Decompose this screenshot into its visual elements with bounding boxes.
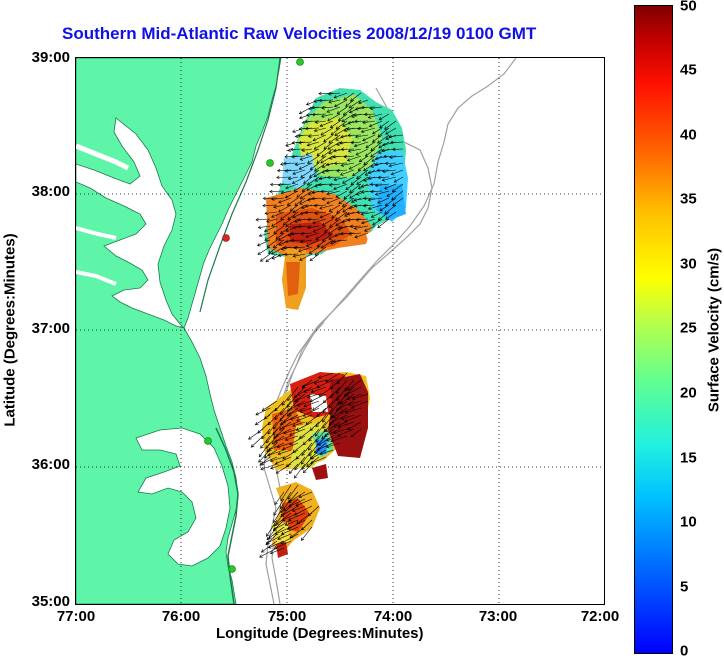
y-tick-label: 38:00 bbox=[32, 183, 70, 200]
velocity-patch bbox=[328, 374, 368, 458]
colorbar-tick-label: 50 bbox=[680, 0, 697, 15]
x-tick-label: 72:00 bbox=[581, 608, 619, 625]
map-plot-area bbox=[75, 57, 605, 605]
x-tick-label: 75:00 bbox=[268, 608, 306, 625]
x-tick-label: 77:00 bbox=[57, 608, 95, 625]
map-title: Southern Mid-Atlantic Raw Velocities 200… bbox=[62, 24, 536, 44]
radar-station bbox=[229, 566, 236, 573]
colorbar-tick-label: 40 bbox=[680, 127, 697, 144]
colorbar bbox=[634, 5, 673, 654]
colorbar-tick-label: 20 bbox=[680, 385, 697, 402]
velocity-patch bbox=[312, 464, 328, 480]
x-tick-label: 74:00 bbox=[374, 608, 412, 625]
velocity-patch bbox=[286, 262, 300, 296]
colorbar-tick-label: 5 bbox=[680, 579, 688, 596]
land-region bbox=[76, 58, 281, 604]
velocity-field-south bbox=[262, 372, 370, 558]
x-tick-label: 73:00 bbox=[479, 608, 517, 625]
y-tick-label: 37:00 bbox=[32, 320, 70, 337]
colorbar-tick-label: 45 bbox=[680, 62, 697, 79]
radar-station bbox=[297, 59, 304, 66]
map-canvas bbox=[76, 58, 604, 604]
radar-station bbox=[205, 438, 212, 445]
x-tick-label: 76:00 bbox=[162, 608, 200, 625]
radar-station bbox=[223, 235, 230, 242]
velocity-arrow bbox=[260, 548, 277, 557]
colorbar-tick-label: 10 bbox=[680, 514, 697, 531]
velocity-arrow bbox=[266, 254, 277, 262]
radar-station bbox=[267, 160, 274, 167]
colorbar-label: Surface Velocity (cm/s) bbox=[706, 248, 723, 412]
y-tick-label: 36:00 bbox=[32, 456, 70, 473]
velocity-patch bbox=[276, 542, 288, 558]
colorbar-tick-label: 35 bbox=[680, 191, 697, 208]
colorbar-tick-label: 30 bbox=[680, 256, 697, 273]
y-axis-label: Latitude (Degrees:Minutes) bbox=[2, 233, 19, 426]
colorbar-tick-label: 15 bbox=[680, 450, 697, 467]
y-tick-label: 39:00 bbox=[32, 49, 70, 66]
colorbar-tick-label: 25 bbox=[680, 320, 697, 337]
colorbar-tick-label: 0 bbox=[680, 643, 688, 660]
x-axis-label: Longitude (Degrees:Minutes) bbox=[216, 625, 424, 642]
